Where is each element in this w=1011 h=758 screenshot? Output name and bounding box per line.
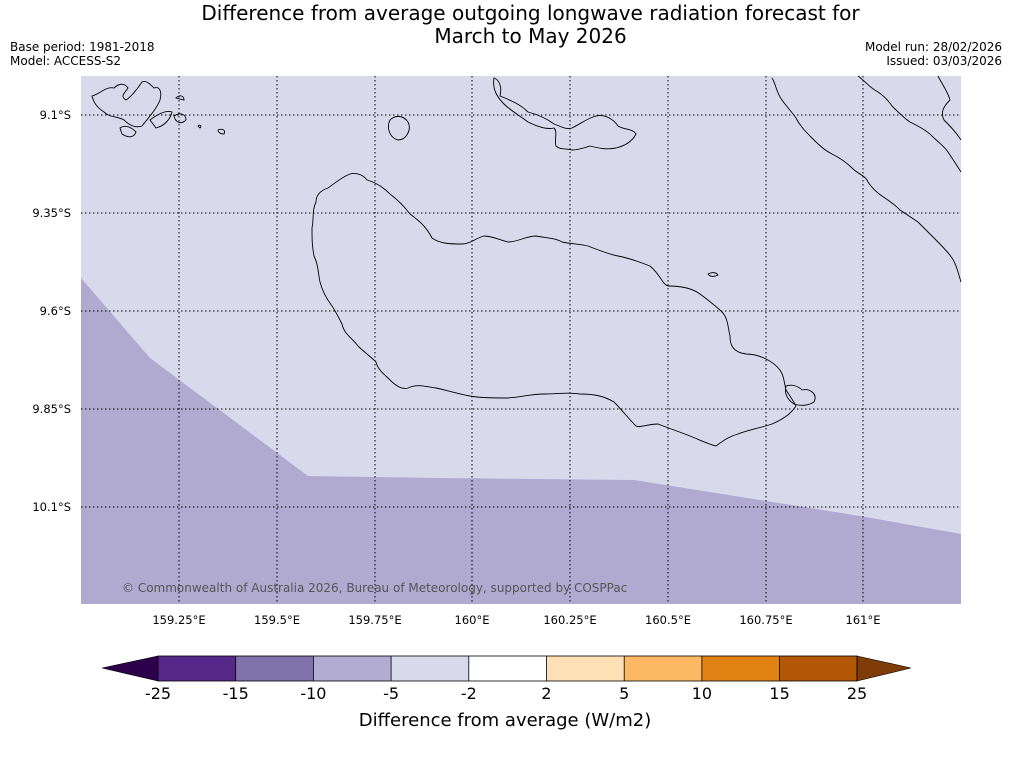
coastline	[91, 75, 962, 447]
meta-right: Model run: 28/02/2026 Issued: 03/03/2026	[865, 40, 1002, 68]
colorbar: -25 -15 -10 -5 -2 2 5 10 15 25 Differenc…	[101, 655, 912, 731]
title-line-1: Difference from average outgoing longwav…	[201, 1, 860, 25]
colorbar-segment	[779, 656, 857, 681]
lon-tick-labels: 159.25°E 159.5°E 159.75°E 160°E 160.25°E…	[152, 613, 880, 627]
colorbar-segment	[624, 656, 702, 681]
colorbar-outline	[157, 655, 858, 682]
colorbar-tick: 10	[692, 684, 712, 703]
colorbar-tick: 25	[847, 684, 867, 703]
anomaly-region-fill	[81, 278, 961, 604]
colorbar-tick: -5	[383, 684, 399, 703]
colorbar-segment	[158, 656, 236, 681]
lat-tick-label: 9.35°S	[32, 206, 71, 220]
colorbar-segment	[468, 656, 547, 681]
lat-tick-label: 9.85°S	[32, 402, 71, 416]
lon-tick-label: 159.5°E	[254, 613, 300, 627]
coast-nw-islands	[91, 81, 225, 138]
model-name: Model: ACCESS-S2	[10, 54, 122, 68]
coast-islet-savo	[387, 115, 410, 141]
colorbar-tick: -25	[145, 684, 171, 703]
base-period: Base period: 1981-2018	[10, 40, 155, 54]
colorbar-tick: -15	[223, 684, 249, 703]
chart-title: Difference from average outgoing longwav…	[0, 2, 1011, 48]
title-line-2: March to May 2026	[434, 24, 627, 48]
colorbar-segment	[701, 656, 780, 681]
model-run: Model run: 28/02/2026	[864, 40, 1002, 54]
colorbar-segment	[546, 656, 625, 681]
coast-islet-north	[707, 272, 719, 277]
colorbar-tick: 5	[619, 684, 629, 703]
colorbar-segment	[235, 656, 314, 681]
lon-tick-label: 159.75°E	[348, 613, 401, 627]
lon-tick-label: 160.75°E	[739, 613, 792, 627]
colorbar-tick: -2	[461, 684, 477, 703]
lon-tick-label: 160.25°E	[543, 613, 596, 627]
lat-tick-label: 10.1°S	[32, 500, 71, 514]
colorbar-tick: 2	[541, 684, 551, 703]
issued-date: Issued: 03/03/2026	[886, 54, 1002, 68]
meta-left: Base period: 1981-2018 Model: ACCESS-S2	[10, 40, 155, 68]
colorbar-extend-high	[856, 655, 912, 682]
coast-guadalcanal	[311, 173, 797, 447]
lon-tick-label: 159.25°E	[152, 613, 205, 627]
lon-tick-label: 160.5°E	[645, 613, 691, 627]
coast-florida-islands	[493, 77, 637, 151]
lon-tick-label: 161°E	[846, 613, 881, 627]
lon-tick-label: 160°E	[455, 613, 490, 627]
lat-tick-labels: 9.1°S 9.35°S 9.6°S 9.85°S 10.1°S	[32, 108, 71, 514]
lat-tick-label: 9.1°S	[40, 108, 71, 122]
gridlines	[81, 76, 961, 604]
coast-islet-east	[785, 384, 816, 406]
colorbar-dividers	[235, 656, 780, 681]
colorbar-segment	[391, 656, 469, 681]
colorbar-label: Difference from average (W/m2)	[359, 710, 651, 731]
colorbar-tick: -10	[300, 684, 326, 703]
colorbar-segment	[313, 656, 392, 681]
colorbar-extend-low	[101, 655, 159, 682]
colorbar-tick: 15	[769, 684, 789, 703]
coast-malaita	[771, 75, 962, 283]
map-credit: © Commonwealth of Australia 2026, Bureau…	[122, 581, 627, 595]
map-panel: © Commonwealth of Australia 2026, Bureau…	[81, 75, 962, 604]
lat-tick-label: 9.6°S	[40, 304, 71, 318]
